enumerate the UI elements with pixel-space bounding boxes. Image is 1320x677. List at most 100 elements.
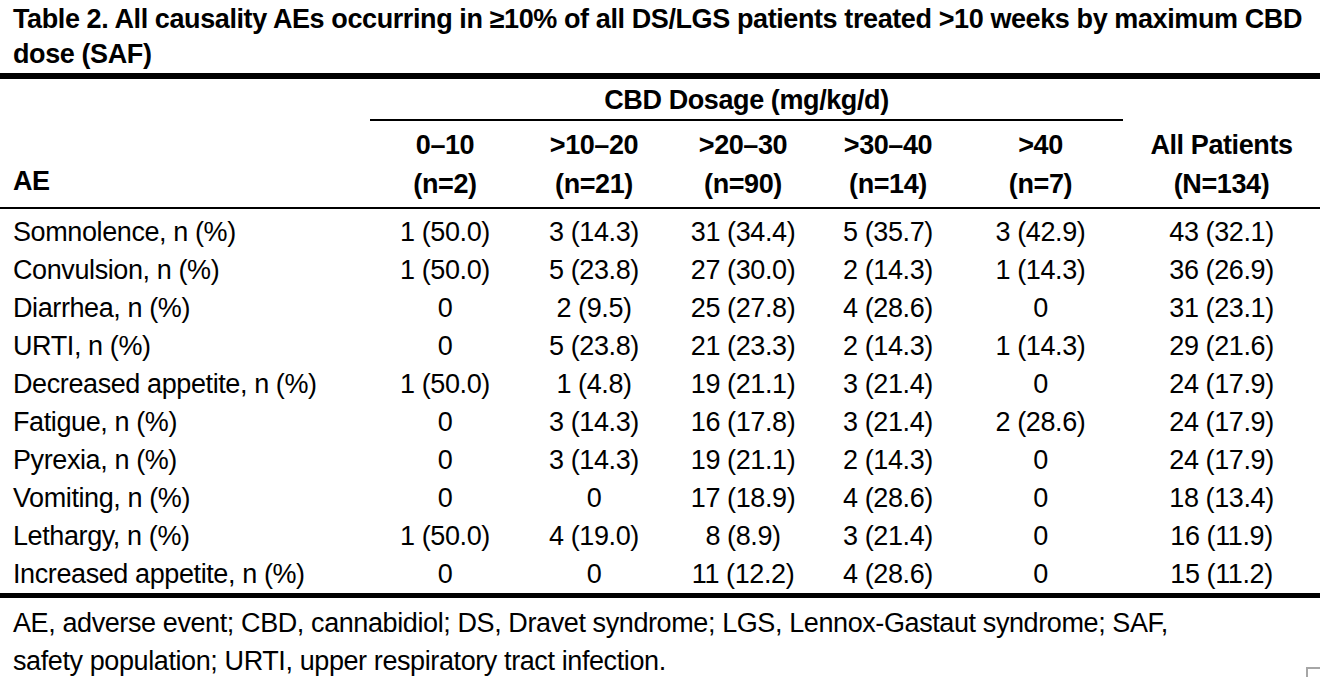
cell: 0 bbox=[958, 441, 1123, 479]
cell: 0 bbox=[958, 517, 1123, 555]
ae-label: Lethargy, n (%) bbox=[0, 517, 370, 555]
cell: 5 (35.7) bbox=[818, 208, 958, 251]
sample-size-dose-1: (n=2) bbox=[370, 161, 520, 208]
cell: 31 (34.4) bbox=[668, 208, 818, 251]
cell: 24 (17.9) bbox=[1123, 403, 1320, 441]
cell: 0 bbox=[370, 403, 520, 441]
table-row-vomiting: Vomiting, n (%) 0 0 17 (18.9) 4 (28.6) 0… bbox=[0, 479, 1320, 517]
column-header-all-patients: All Patients bbox=[1123, 120, 1320, 161]
table-row-urti: URTI, n (%) 0 5 (23.8) 21 (23.3) 2 (14.3… bbox=[0, 327, 1320, 365]
cell: 27 (30.0) bbox=[668, 251, 818, 289]
cell: 0 bbox=[958, 479, 1123, 517]
cell: 11 (12.2) bbox=[668, 555, 818, 596]
table-row-fatigue: Fatigue, n (%) 0 3 (14.3) 16 (17.8) 3 (2… bbox=[0, 403, 1320, 441]
ae-label: Convulsion, n (%) bbox=[0, 251, 370, 289]
cell: 3 (21.4) bbox=[818, 517, 958, 555]
sample-size-row: AE (n=2) (n=21) (n=90) (n=14) (n=7) (N=1… bbox=[0, 161, 1320, 208]
table-row-pyrexia: Pyrexia, n (%) 0 3 (14.3) 19 (21.1) 2 (1… bbox=[0, 441, 1320, 479]
cell: 16 (17.8) bbox=[668, 403, 818, 441]
cell: 1 (14.3) bbox=[958, 251, 1123, 289]
cell: 0 bbox=[520, 479, 668, 517]
textbox-corner-handle bbox=[1306, 667, 1320, 677]
cell: 17 (18.9) bbox=[668, 479, 818, 517]
cell: 24 (17.9) bbox=[1123, 441, 1320, 479]
cell: 3 (14.3) bbox=[520, 441, 668, 479]
empty-cell bbox=[0, 120, 370, 161]
abbreviations-footnote: AE, adverse event; CBD, cannabidiol; DS,… bbox=[0, 598, 1208, 677]
ae-label: Increased appetite, n (%) bbox=[0, 555, 370, 596]
cell: 1 (50.0) bbox=[370, 517, 520, 555]
table-row-increased-appetite: Increased appetite, n (%) 0 0 11 (12.2) … bbox=[0, 555, 1320, 596]
ae-column-header: AE bbox=[0, 161, 370, 208]
cell: 3 (14.3) bbox=[520, 208, 668, 251]
table-row-convulsion: Convulsion, n (%) 1 (50.0) 5 (23.8) 27 (… bbox=[0, 251, 1320, 289]
cell: 0 bbox=[370, 289, 520, 327]
cell: 31 (23.1) bbox=[1123, 289, 1320, 327]
cell: 0 bbox=[520, 555, 668, 596]
cell: 1 (50.0) bbox=[370, 251, 520, 289]
ae-label: Diarrhea, n (%) bbox=[0, 289, 370, 327]
ae-label: Vomiting, n (%) bbox=[0, 479, 370, 517]
cell: 4 (28.6) bbox=[818, 479, 958, 517]
cell: 2 (14.3) bbox=[818, 251, 958, 289]
table-row-somnolence: Somnolence, n (%) 1 (50.0) 3 (14.3) 31 (… bbox=[0, 208, 1320, 251]
cell: 3 (21.4) bbox=[818, 365, 958, 403]
cell: 19 (21.1) bbox=[668, 441, 818, 479]
column-header-dose-3: >20–30 bbox=[668, 120, 818, 161]
dosage-group-row: CBD Dosage (mg/kg/d) bbox=[0, 79, 1320, 120]
cell: 2 (14.3) bbox=[818, 327, 958, 365]
dosage-group-header: CBD Dosage (mg/kg/d) bbox=[370, 79, 1123, 120]
cell: 16 (11.9) bbox=[1123, 517, 1320, 555]
cell: 0 bbox=[370, 479, 520, 517]
ae-label: URTI, n (%) bbox=[0, 327, 370, 365]
column-header-dose-2: >10–20 bbox=[520, 120, 668, 161]
sample-size-dose-5: (n=7) bbox=[958, 161, 1123, 208]
column-header-dose-5: >40 bbox=[958, 120, 1123, 161]
sample-size-dose-2: (n=21) bbox=[520, 161, 668, 208]
cell: 0 bbox=[370, 441, 520, 479]
sample-size-dose-4: (n=14) bbox=[818, 161, 958, 208]
cell: 2 (28.6) bbox=[958, 403, 1123, 441]
cell: 2 (9.5) bbox=[520, 289, 668, 327]
cell: 1 (50.0) bbox=[370, 208, 520, 251]
cell: 4 (28.6) bbox=[818, 289, 958, 327]
cell: 21 (23.3) bbox=[668, 327, 818, 365]
cell: 19 (21.1) bbox=[668, 365, 818, 403]
column-header-dose-1: 0–10 bbox=[370, 120, 520, 161]
cell: 36 (26.9) bbox=[1123, 251, 1320, 289]
table-title: Table 2. All causality AEs occurring in … bbox=[0, 0, 1320, 73]
ae-label: Fatigue, n (%) bbox=[0, 403, 370, 441]
cell: 4 (28.6) bbox=[818, 555, 958, 596]
cell: 5 (23.8) bbox=[520, 251, 668, 289]
empty-cell bbox=[1123, 79, 1320, 120]
cell: 4 (19.0) bbox=[520, 517, 668, 555]
column-header-dose-4: >30–40 bbox=[818, 120, 958, 161]
cell: 8 (8.9) bbox=[668, 517, 818, 555]
cell: 1 (4.8) bbox=[520, 365, 668, 403]
cell: 3 (42.9) bbox=[958, 208, 1123, 251]
cell: 0 bbox=[958, 365, 1123, 403]
sample-size-dose-3: (n=90) bbox=[668, 161, 818, 208]
cell: 3 (21.4) bbox=[818, 403, 958, 441]
cell: 1 (14.3) bbox=[958, 327, 1123, 365]
table-figure: Table 2. All causality AEs occurring in … bbox=[0, 0, 1320, 677]
cell: 25 (27.8) bbox=[668, 289, 818, 327]
ae-label: Somnolence, n (%) bbox=[0, 208, 370, 251]
cell: 0 bbox=[958, 555, 1123, 596]
cell: 15 (11.2) bbox=[1123, 555, 1320, 596]
ae-label: Pyrexia, n (%) bbox=[0, 441, 370, 479]
table-row-lethargy: Lethargy, n (%) 1 (50.0) 4 (19.0) 8 (8.9… bbox=[0, 517, 1320, 555]
adverse-events-table: CBD Dosage (mg/kg/d) 0–10 >10–20 >20–30 … bbox=[0, 79, 1320, 598]
cell: 1 (50.0) bbox=[370, 365, 520, 403]
table-row-decreased-appetite: Decreased appetite, n (%) 1 (50.0) 1 (4.… bbox=[0, 365, 1320, 403]
ae-label: Decreased appetite, n (%) bbox=[0, 365, 370, 403]
cell: 2 (14.3) bbox=[818, 441, 958, 479]
empty-cell bbox=[0, 79, 370, 120]
cell: 18 (13.4) bbox=[1123, 479, 1320, 517]
cell: 0 bbox=[958, 289, 1123, 327]
sample-size-all-patients: (N=134) bbox=[1123, 161, 1320, 208]
cell: 29 (21.6) bbox=[1123, 327, 1320, 365]
cell: 0 bbox=[370, 327, 520, 365]
cell: 24 (17.9) bbox=[1123, 365, 1320, 403]
dose-range-row: 0–10 >10–20 >20–30 >30–40 >40 All Patien… bbox=[0, 120, 1320, 161]
